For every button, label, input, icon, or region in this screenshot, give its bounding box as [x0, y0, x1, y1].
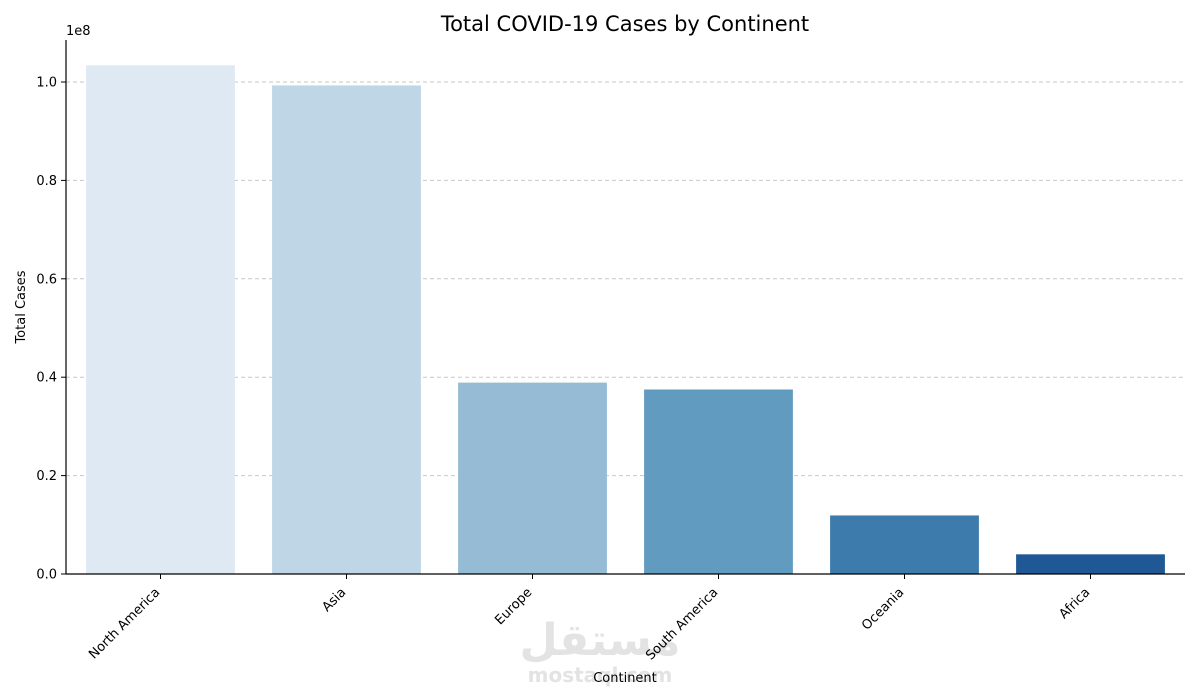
bar	[86, 65, 235, 574]
bar	[1016, 554, 1165, 574]
y-tick-label: 1.0	[36, 76, 57, 91]
x-tick-label: Oceania	[859, 585, 907, 633]
bar	[644, 389, 793, 574]
y-tick-label: 0.0	[36, 568, 57, 583]
grid-lines	[66, 81, 1185, 477]
bar	[458, 382, 607, 574]
x-tick-label: Africa	[1057, 585, 1094, 622]
bar	[272, 85, 421, 574]
watermark-arabic: مستقل	[520, 615, 681, 666]
y-tick-label: 0.6	[36, 272, 57, 287]
y-tick-label: 0.2	[36, 469, 57, 484]
y-offset-label: 1e8	[66, 24, 91, 39]
bars	[86, 65, 1165, 574]
watermark: مستقل mostaql.com	[520, 615, 681, 687]
x-axis-title: Continent	[593, 671, 657, 686]
y-tick-label: 0.4	[36, 371, 57, 386]
watermark-latin: mostaql.com	[528, 663, 673, 687]
chart-title: Total COVID-19 Cases by Continent	[440, 12, 809, 36]
x-tick-label: North America	[86, 585, 163, 662]
y-axis-title: Total Cases	[14, 270, 29, 344]
x-tick-label: Asia	[319, 585, 349, 615]
axes	[65, 40, 1185, 575]
bar	[830, 515, 979, 574]
y-tick-label: 0.8	[36, 174, 57, 189]
y-ticks: 0.0 0.2 0.4 0.6 0.8 1.0	[36, 76, 66, 583]
